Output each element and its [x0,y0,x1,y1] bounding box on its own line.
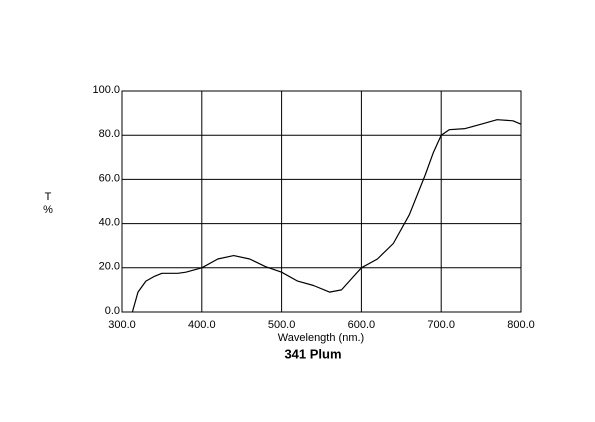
y-tick-label: 100.0 [92,84,120,96]
y-tick-label: 20.0 [99,261,120,273]
y-axis-label: % [43,204,53,216]
x-tick-label: 800.0 [507,319,535,331]
y-tick-label: 80.0 [99,128,120,140]
y-tick-label: 40.0 [99,217,120,229]
data-line [131,119,522,313]
y-tick-label: 0.0 [105,305,120,317]
x-tick-label: 300.0 [108,319,136,331]
chart-title: 341 Plum [284,346,341,361]
y-axis-label: T [45,191,52,203]
x-tick-label: 600.0 [348,319,376,331]
x-tick-label: 400.0 [188,319,216,331]
x-axis-label: Wavelength (nm.) [278,332,364,344]
x-tick-label: 700.0 [427,319,455,331]
y-tick-label: 60.0 [99,172,120,184]
x-tick-label: 500.0 [268,319,296,331]
